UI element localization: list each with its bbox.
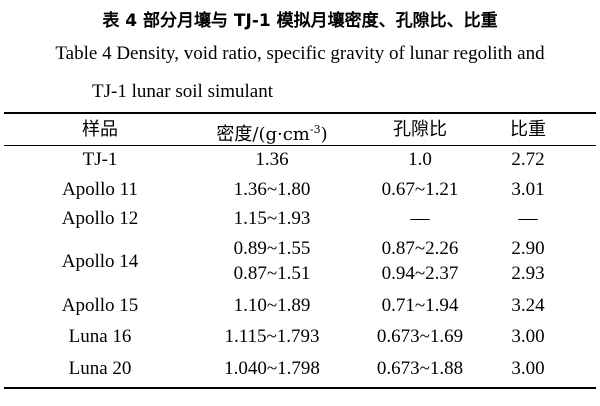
- table-title-cn: 表 4 部分月壤与 TJ-1 模拟月壤密度、孔隙比、比重: [102, 11, 498, 31]
- cell-void-ratio: 0.71~1.94: [381, 295, 459, 316]
- top-rule: [4, 112, 596, 114]
- header-density-close: ): [320, 124, 328, 145]
- cell-void-ratio: 0.673~1.69: [376, 326, 464, 347]
- cell-sample: Apollo 11: [62, 179, 138, 200]
- cell-specific-gravity: 3.01: [511, 179, 545, 200]
- cell-density: 1.36: [255, 149, 289, 170]
- header-specific-gravity: 比重: [510, 119, 546, 140]
- cell-sample: Luna 16: [68, 326, 132, 347]
- cell-density: 1.36~1.80: [233, 179, 311, 200]
- cell-sample: Apollo 12: [61, 208, 139, 229]
- cell-specific-gravity: 3.00: [511, 358, 545, 379]
- cell-void-ratio: 1.0: [408, 149, 432, 170]
- cell-sample: TJ-1: [82, 149, 118, 170]
- cell-density: 1.10~1.89: [233, 295, 311, 316]
- cell-specific-gravity: 3.24: [511, 295, 545, 316]
- cell-sample: Apollo 15: [61, 295, 139, 316]
- cell-specific-gravity: —: [518, 208, 538, 229]
- header-density: 密度/(g·cm-3): [216, 119, 327, 146]
- table-caption-en-line2: TJ-1 lunar soil simulant: [92, 81, 274, 102]
- cell-void-ratio: —: [410, 208, 430, 229]
- cell-void-ratio: 0.67~1.21: [381, 179, 459, 200]
- cell-void-ratio: 0.673~1.88: [376, 358, 464, 379]
- bottom-rule: [4, 387, 596, 389]
- cell-void-ratio: 0.87~2.26: [381, 238, 459, 259]
- cell-sample: Apollo 14: [61, 251, 139, 272]
- cell-specific-gravity: 2.93: [511, 263, 545, 284]
- header-density-text: 密度/(g·cm: [216, 124, 310, 145]
- header-density-exponent: -3: [309, 123, 321, 136]
- cell-sample: Luna 20: [68, 358, 132, 379]
- cell-void-ratio: 0.94~2.37: [381, 263, 459, 284]
- header-sample: 样品: [82, 119, 118, 140]
- cell-density: 1.040~1.798: [224, 358, 320, 379]
- cell-density: 1.115~1.793: [224, 326, 320, 347]
- cell-density: 1.15~1.93: [233, 208, 311, 229]
- header-void-ratio: 孔隙比: [393, 119, 447, 140]
- cell-specific-gravity: 2.72: [511, 149, 545, 170]
- table-caption-en-line1: Table 4 Density, void ratio, specific gr…: [55, 43, 545, 64]
- cell-specific-gravity: 2.90: [511, 238, 545, 259]
- cell-density: 0.89~1.55: [233, 238, 311, 259]
- cell-density: 0.87~1.51: [233, 263, 311, 284]
- cell-specific-gravity: 3.00: [511, 326, 545, 347]
- header-rule: [4, 145, 596, 146]
